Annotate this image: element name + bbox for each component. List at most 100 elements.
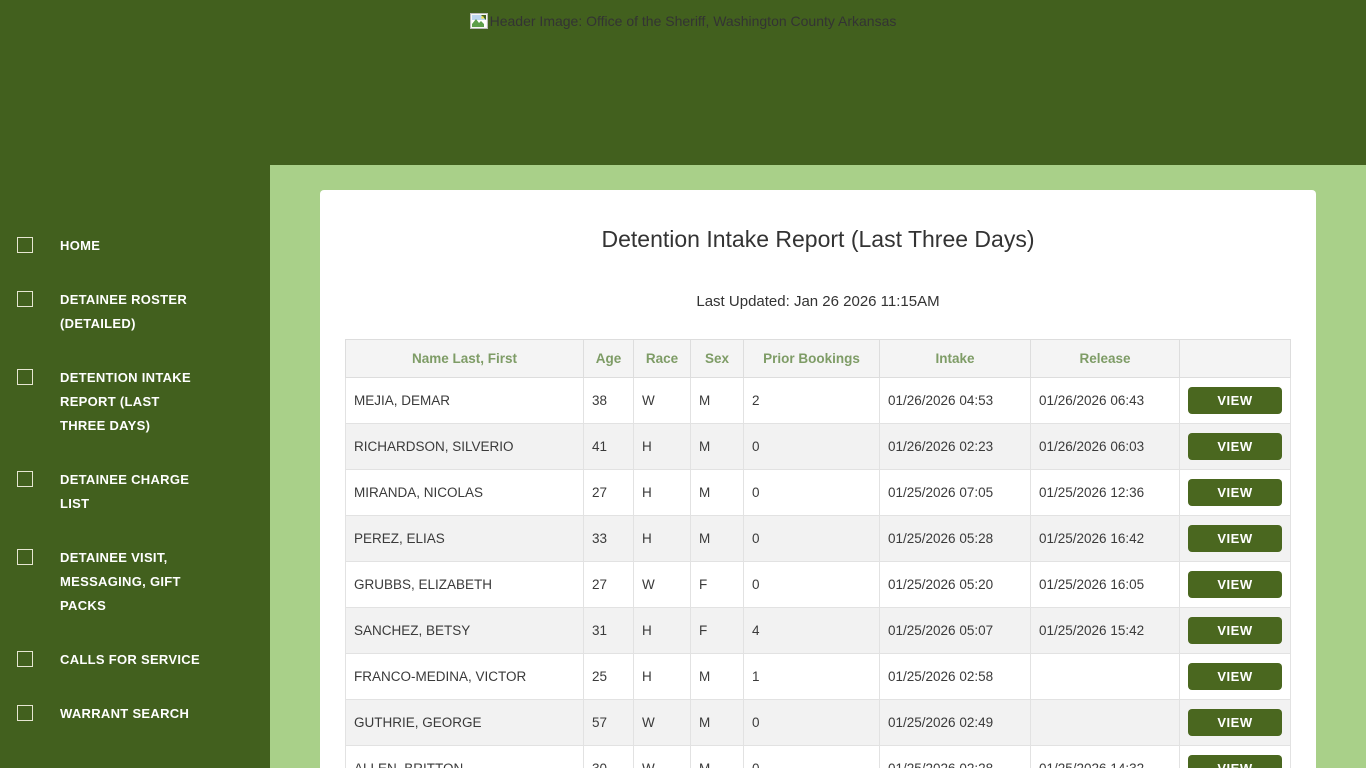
table-row: MEJIA, DEMAR 38 W M 2 01/26/2026 04:53 01/26/2… — [345, 377, 1291, 424]
view-button[interactable]: VIEW — [1188, 479, 1282, 506]
table-row: GUTHRIE, GEORGE 57 W M 0 01/25/2026 02:49 VIEW — [345, 699, 1291, 746]
sidebar-item-calls-for-service[interactable]: CALLS FOR SERVICE — [17, 648, 270, 672]
cell-prior-bookings: 2 — [743, 377, 880, 424]
view-button[interactable]: VIEW — [1188, 755, 1282, 768]
cell-sex: M — [690, 653, 744, 700]
header-image-alt-text: Header Image: Office of the Sheriff, Was… — [489, 13, 897, 29]
broken-image-icon — [469, 13, 488, 29]
sidebar-nav: HOME DETAINEE ROSTER (DETAILED) DETENTION … — [0, 165, 270, 768]
header-banner: Header Image: Office of the Sheriff, Was… — [0, 0, 1366, 165]
page-title: Detention Intake Report (Last Three Days… — [601, 226, 1035, 252]
cell-race: H — [633, 607, 691, 654]
table-header-row: Name Last, First Age Race Sex Prior Bookings… — [345, 339, 1291, 378]
cell-intake: 01/25/2026 02:49 — [879, 699, 1031, 746]
cell-prior-bookings: 0 — [743, 745, 880, 768]
cell-release: 01/25/2026 15:42 — [1030, 607, 1180, 654]
cell-name: SANCHEZ, BETSY — [345, 607, 584, 654]
cell-name: RICHARDSON, SILVERIO — [345, 423, 584, 470]
cell-age: 33 — [583, 515, 634, 562]
cell-action: VIEW — [1179, 423, 1291, 470]
sidebar-item-detainee-visit-messaging-gift-packs[interactable]: DETAINEE VISIT, MESSAGING, GIFT PACKS — [17, 546, 270, 618]
column-header: Release — [1030, 339, 1180, 378]
sidebar-item-label: DETENTION INTAKE REPORT (LAST THREE DAYS… — [60, 370, 191, 433]
column-header: Sex — [690, 339, 744, 378]
cell-release: 01/25/2026 16:05 — [1030, 561, 1180, 608]
sidebar-item-detention-intake-report-last-three-days[interactable]: DETENTION INTAKE REPORT (LAST THREE DAYS… — [17, 366, 270, 438]
view-button[interactable]: VIEW — [1188, 663, 1282, 690]
cell-age: 30 — [583, 745, 634, 768]
cell-race: H — [633, 515, 691, 562]
menu-bullet-icon — [17, 549, 33, 565]
view-button[interactable]: VIEW — [1188, 709, 1282, 736]
sidebar-item-label: WARRANT SEARCH — [60, 706, 190, 721]
main-content-area: Detention Intake Report (Last Three Days… — [270, 165, 1366, 768]
table-row: SANCHEZ, BETSY 31 H F 4 01/25/2026 05:07 01/25… — [345, 607, 1291, 654]
cell-race: H — [633, 469, 691, 516]
cell-intake: 01/25/2026 05:28 — [879, 515, 1031, 562]
cell-action: VIEW — [1179, 561, 1291, 608]
table-row: ALLEN, BRITTON30WM001/25/2026 02:2801/25… — [345, 745, 1291, 768]
table-row: MIRANDA, NICOLAS 27 H M 0 01/25/2026 07:05 01/… — [345, 469, 1291, 516]
cell-name: ALLEN, BRITTON — [345, 745, 584, 768]
cell-action: VIEW — [1179, 377, 1291, 424]
sidebar-item-label: DETAINEE ROSTER (DETAILED) — [60, 292, 188, 331]
sidebar-item-warrant-search[interactable]: WARRANT SEARCH — [17, 702, 270, 726]
cell-action: VIEW — [1179, 699, 1291, 746]
column-header: Age — [583, 339, 634, 378]
cell-age: 41 — [583, 423, 634, 470]
cell-race: H — [633, 653, 691, 700]
cell-sex: F — [690, 561, 744, 608]
cell-action: VIEW — [1179, 653, 1291, 700]
cell-prior-bookings: 1 — [743, 653, 880, 700]
cell-age: 27 — [583, 469, 634, 516]
cell-intake: 01/25/2026 07:05 — [879, 469, 1031, 516]
column-header: Intake — [879, 339, 1031, 378]
cell-race: W — [633, 699, 691, 746]
cell-action: VIEW — [1179, 469, 1291, 516]
sidebar-item-detainee-roster-detailed[interactable]: DETAINEE ROSTER (DETAILED) — [17, 288, 270, 336]
cell-prior-bookings: 0 — [743, 515, 880, 562]
table-row: PEREZ, ELIAS 33 H M 0 01/25/2026 05:28 01/25/2… — [345, 515, 1291, 562]
report-card: Detention Intake Report (Last Three Days… — [320, 190, 1316, 768]
cell-name: MIRANDA, NICOLAS — [345, 469, 584, 516]
cell-sex: M — [690, 699, 744, 746]
cell-age: 25 — [583, 653, 634, 700]
view-button[interactable]: VIEW — [1188, 433, 1282, 460]
page-body: HOME DETAINEE ROSTER (DETAILED) DETENTION … — [0, 165, 1366, 768]
cell-race: H — [633, 423, 691, 470]
cell-name: PEREZ, ELIAS — [345, 515, 584, 562]
sidebar-item-label: DETAINEE VISIT, MESSAGING, GIFT PACKS — [60, 550, 181, 613]
view-button[interactable]: VIEW — [1188, 571, 1282, 598]
cell-age: 57 — [583, 699, 634, 746]
cell-release: 01/26/2026 06:43 — [1030, 377, 1180, 424]
cell-prior-bookings: 0 — [743, 423, 880, 470]
cell-age: 31 — [583, 607, 634, 654]
menu-bullet-icon — [17, 471, 33, 487]
cell-name: FRANCO-MEDINA, VICTOR — [345, 653, 584, 700]
cell-intake: 01/25/2026 02:28 — [879, 745, 1031, 768]
cell-age: 27 — [583, 561, 634, 608]
cell-action: VIEW — [1179, 607, 1291, 654]
menu-bullet-icon — [17, 237, 33, 253]
column-header — [1179, 339, 1291, 378]
view-button[interactable]: VIEW — [1188, 387, 1282, 414]
view-button[interactable]: VIEW — [1188, 617, 1282, 644]
sidebar-item-detainee-charge-list[interactable]: DETAINEE CHARGE LIST — [17, 468, 270, 516]
sidebar-item-home[interactable]: HOME — [17, 234, 270, 258]
cell-sex: M — [690, 423, 744, 470]
cell-race: W — [633, 745, 691, 768]
cell-intake: 01/25/2026 05:20 — [879, 561, 1031, 608]
cell-prior-bookings: 4 — [743, 607, 880, 654]
sidebar-item-label: CALLS FOR SERVICE — [60, 652, 200, 667]
cell-race: W — [633, 377, 691, 424]
menu-bullet-icon — [17, 369, 33, 385]
column-header: Prior Bookings — [743, 339, 880, 378]
table-row: FRANCO-MEDINA, VICTOR 25 H M 1 01/25/2026 02:… — [345, 653, 1291, 700]
cell-name: MEJIA, DEMAR — [345, 377, 584, 424]
cell-sex: M — [690, 745, 744, 768]
cell-sex: M — [690, 469, 744, 516]
sidebar-item-label: DETAINEE CHARGE LIST — [60, 472, 190, 511]
column-header: Race — [633, 339, 691, 378]
view-button[interactable]: VIEW — [1188, 525, 1282, 552]
cell-release — [1030, 653, 1180, 700]
